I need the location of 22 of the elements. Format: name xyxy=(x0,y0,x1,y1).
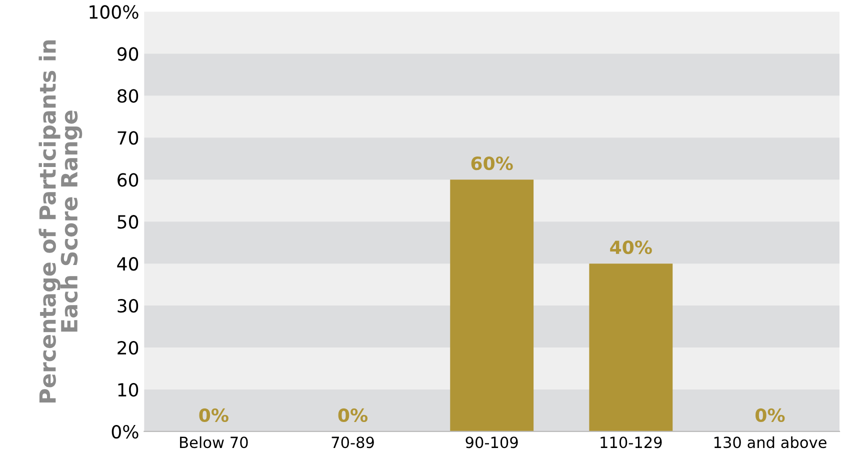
y-tick-label: 70 xyxy=(118,131,138,145)
y-tick-label: 10 xyxy=(118,382,138,397)
y-tick-label: 80 xyxy=(118,89,138,103)
y-axis-title: Percentage of Participants in Each Score Range xyxy=(38,40,82,402)
y-tick-label: 100% xyxy=(90,5,138,19)
y-tick-label: 50 xyxy=(118,215,138,229)
data-label: 40% xyxy=(610,240,652,254)
x-tick-label: Below 70 xyxy=(180,436,248,448)
y-tick-label: 90 xyxy=(117,47,138,61)
data-label: 60% xyxy=(471,156,513,170)
y-tick-label: 40 xyxy=(117,257,138,271)
y-tick-label: 20 xyxy=(118,340,138,355)
data-label: 0% xyxy=(756,408,785,422)
data-label: 0% xyxy=(338,408,368,422)
x-tick-label: 130 and above xyxy=(714,436,826,448)
x-tick-label: 90-109 xyxy=(466,436,518,448)
data-label: 0% xyxy=(199,408,228,422)
x-tick-label: 70-89 xyxy=(332,436,374,448)
y-tick-label: 30 xyxy=(118,299,138,313)
y-tick-label: 60 xyxy=(118,173,138,187)
y-tick-label: 0% xyxy=(112,424,138,439)
x-tick-label: 110-129 xyxy=(600,436,662,448)
